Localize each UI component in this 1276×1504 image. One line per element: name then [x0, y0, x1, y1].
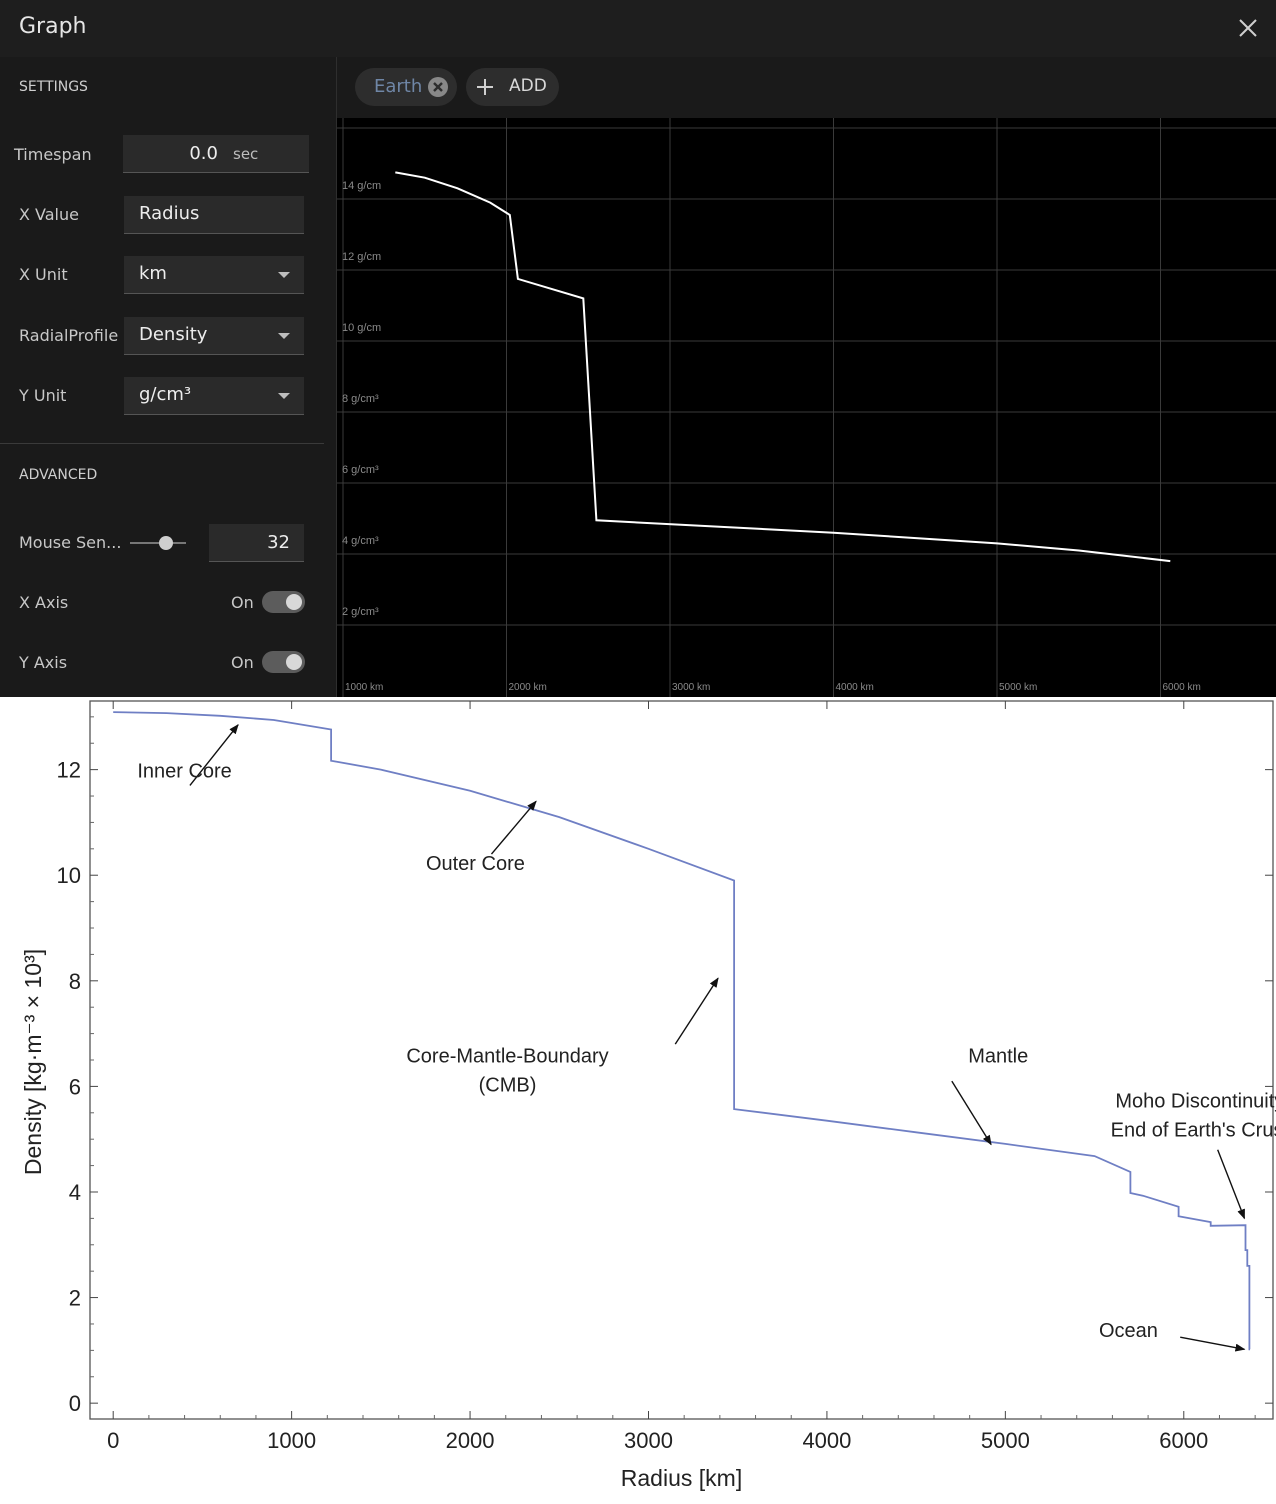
- x-unit-select[interactable]: km: [124, 256, 304, 294]
- annotation-arrow: [1217, 1149, 1246, 1220]
- y-tick-label: 10: [57, 863, 81, 888]
- x-unit-text: km: [139, 263, 167, 284]
- y-tick-label: 2: [69, 1286, 81, 1311]
- mouse-sensitivity-input[interactable]: 32: [209, 524, 304, 562]
- y-tick-label: 10 g/cm: [342, 322, 381, 334]
- toggle-knob: [286, 654, 302, 670]
- advanced-header: ADVANCED: [19, 467, 98, 483]
- chevron-down-icon: [278, 393, 290, 399]
- dataset-bar: Earth ADD: [337, 57, 1276, 118]
- y-tick-label: 4: [69, 1180, 81, 1205]
- annotation-label: Inner Core: [137, 761, 232, 783]
- y-tick-label: 0: [69, 1391, 81, 1416]
- timespan-field[interactable]: 0.0 sec: [123, 135, 309, 173]
- annotation-arrow: [189, 723, 239, 786]
- timespan-label: Timespan: [14, 145, 92, 164]
- reference-chart: 0 1000 2000 3000 4000 5000 6000 0 2 4 6 8 10 12 Radius…: [0, 697, 1276, 1500]
- x-tick-label: 4000: [802, 1428, 851, 1453]
- y-unit-select[interactable]: g/cm³: [124, 377, 304, 415]
- y-tick-label: 8 g/cm³: [342, 393, 379, 405]
- annotation-arrow: [674, 977, 719, 1045]
- x-axis-state: On: [231, 593, 254, 612]
- add-button[interactable]: ADD: [466, 68, 559, 106]
- x-tick-label: 6000: [1159, 1428, 1208, 1453]
- x-axis-label: Radius [km]: [621, 1465, 742, 1491]
- y-axis-label: Y Axis: [19, 653, 68, 672]
- x-value-label: X Value: [19, 205, 79, 224]
- slider-track: [130, 542, 186, 544]
- close-icon[interactable]: [1236, 16, 1260, 40]
- x-axis-label: X Axis: [19, 593, 69, 612]
- x-tick-label: 1000 km: [345, 682, 383, 693]
- y-tick-label: 12 g/cm: [342, 251, 381, 263]
- x-tick-label: 3000: [624, 1428, 673, 1453]
- annotation-arrow: [490, 800, 537, 855]
- annotation-label: Core-Mantle-Boundary: [406, 1046, 608, 1068]
- y-tick-label: 6: [69, 1074, 81, 1099]
- section-divider: [0, 443, 324, 444]
- radial-profile-text: Density: [139, 324, 208, 345]
- x-tick-label: 3000 km: [672, 682, 710, 693]
- plus-icon: [477, 79, 493, 95]
- y-tick-label: 12: [57, 758, 81, 783]
- annotation-label: Moho Discontinuity: [1115, 1091, 1276, 1113]
- x-tick-label: 0: [107, 1428, 119, 1453]
- earth-chip-label: Earth: [374, 76, 423, 97]
- x-tick-label: 2000: [446, 1428, 495, 1453]
- annotation-arrow: [951, 1080, 992, 1146]
- reference-density-chart: 0 1000 2000 3000 4000 5000 6000 0 2 4 6 8 10 12 Radius…: [20, 700, 1276, 1491]
- x-tick-label: 6000 km: [1163, 682, 1201, 693]
- x-unit-label: X Unit: [19, 265, 68, 284]
- y-tick-label: 6 g/cm³: [342, 464, 379, 476]
- annotation-arrow: [1180, 1336, 1246, 1352]
- add-button-label: ADD: [509, 76, 547, 96]
- density-series-line: [113, 711, 1251, 1351]
- annotation-label: Ocean: [1099, 1320, 1158, 1342]
- x-tick-label: 5000 km: [999, 682, 1037, 693]
- radial-profile-label: RadialProfile: [19, 326, 119, 345]
- plot-frame: [89, 700, 1274, 1420]
- annotation-label: Outer Core: [426, 853, 525, 875]
- y-tick-label: 4 g/cm³: [342, 535, 379, 547]
- y-axis-state: On: [231, 653, 254, 672]
- annotation-label: (CMB): [479, 1075, 537, 1097]
- graph-area[interactable]: 14 g/cm 12 g/cm 10 g/cm 8 g/cm³ 6 g/cm³ 4 g/c…: [337, 57, 1276, 697]
- mouse-sensitivity-label: Mouse Sen...: [19, 533, 122, 552]
- chevron-down-icon: [278, 272, 290, 278]
- y-unit-text: g/cm³: [139, 384, 192, 405]
- y-tick-label: 14 g/cm: [342, 180, 381, 192]
- graph-window: Graph SETTINGS Timespan 0.0 sec X Value …: [0, 0, 1276, 697]
- chevron-down-icon: [278, 333, 290, 339]
- title-bar: Graph: [0, 0, 1276, 57]
- x-axis-toggle[interactable]: [262, 591, 305, 613]
- y-unit-label: Y Unit: [19, 386, 67, 405]
- settings-header: SETTINGS: [19, 79, 88, 95]
- density-plot: 14 g/cm 12 g/cm 10 g/cm 8 g/cm³ 6 g/cm³ 4 g/c…: [337, 118, 1276, 697]
- x-value-text: Radius: [139, 203, 200, 224]
- window-title: Graph: [19, 14, 87, 39]
- x-tick-label: 5000: [981, 1428, 1030, 1453]
- annotation-label: Mantle: [968, 1046, 1028, 1068]
- mouse-sensitivity-value: 32: [267, 532, 290, 553]
- x-tick-label: 1000: [267, 1428, 316, 1453]
- radial-profile-select[interactable]: Density: [124, 317, 304, 355]
- toggle-knob: [286, 594, 302, 610]
- remove-icon[interactable]: [427, 76, 449, 98]
- y-tick-label: 8: [69, 969, 81, 994]
- settings-sidebar: SETTINGS Timespan 0.0 sec X Value Radius…: [0, 57, 337, 697]
- timespan-value: 0.0: [189, 143, 218, 164]
- y-axis-toggle[interactable]: [262, 651, 305, 673]
- timespan-unit: sec: [233, 145, 259, 163]
- x-value-field[interactable]: Radius: [124, 196, 304, 234]
- y-tick-label: 2 g/cm³: [342, 606, 379, 618]
- slider-knob[interactable]: [159, 536, 174, 550]
- x-tick-label: 4000 km: [836, 682, 874, 693]
- x-tick-label: 2000 km: [509, 682, 547, 693]
- y-axis-label: Density [kg·m⁻³ × 10³]: [20, 949, 46, 1175]
- earth-chip[interactable]: Earth: [355, 68, 457, 106]
- density-line: [395, 171, 1171, 563]
- annotation-label: End of Earth's Crust: [1111, 1120, 1276, 1142]
- mouse-sensitivity-slider[interactable]: [130, 535, 186, 551]
